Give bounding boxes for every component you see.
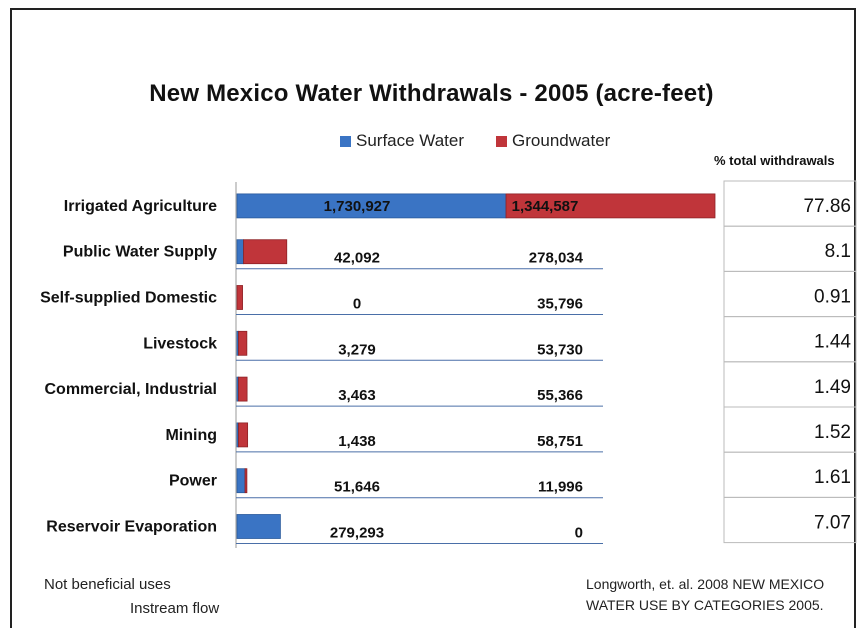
- bar-groundwater-mining: [238, 422, 249, 448]
- legend-item-surface: Surface Water: [340, 131, 464, 151]
- value-surface-public-water-supply: 42,092: [334, 250, 380, 267]
- percent-value-commercial-industrial: 1.49: [814, 377, 851, 398]
- value-groundwater-mining: 58,751: [537, 433, 583, 450]
- percent-value-mining: 1.52: [814, 422, 851, 443]
- category-label-commercial-industrial: Commercial, Industrial: [45, 381, 218, 398]
- legend-label-groundwater: Groundwater: [512, 131, 611, 150]
- slide-frame: [10, 8, 856, 628]
- legend-swatch-surface: [340, 135, 351, 147]
- category-label-power: Power: [169, 473, 217, 490]
- percent-header: % total withdrawals: [714, 153, 835, 168]
- value-surface-commercial-industrial: 3,463: [338, 387, 376, 404]
- legend-label-surface: Surface Water: [356, 131, 465, 150]
- note-not-beneficial: Not beneficial uses: [44, 576, 171, 593]
- value-surface-power: 51,646: [334, 479, 380, 496]
- percent-value-livestock: 1.44: [814, 332, 851, 353]
- category-label-self-supplied-domestic: Self-supplied Domestic: [40, 290, 217, 307]
- percent-value-irrigated-agriculture: 77.86: [803, 196, 851, 217]
- bar-groundwater-power: [244, 468, 248, 494]
- category-label-mining: Mining: [165, 427, 217, 444]
- bar-surface-irrigated-agriculture: [236, 193, 507, 219]
- value-surface-livestock: 3,279: [338, 341, 376, 358]
- source-line-2: WATER USE BY CATEGORIES 2005.: [586, 597, 824, 613]
- value-groundwater-public-water-supply: 278,034: [529, 250, 584, 267]
- bar-surface-public-water-supply: [236, 239, 244, 265]
- value-groundwater-commercial-industrial: 55,366: [537, 387, 583, 404]
- category-label-irrigated-agriculture: Irrigated Agriculture: [64, 198, 217, 215]
- bar-groundwater-livestock: [238, 330, 248, 356]
- value-surface-reservoir-evaporation: 279,293: [330, 525, 384, 542]
- category-label-livestock: Livestock: [143, 335, 217, 352]
- bar-groundwater-commercial-industrial: [238, 376, 248, 402]
- value-groundwater-power: 11,996: [538, 479, 583, 496]
- percent-value-power: 1.61: [814, 467, 851, 488]
- percent-value-self-supplied-domestic: 0.91: [814, 286, 851, 307]
- value-groundwater-self-supplied-domestic: 35,796: [537, 296, 583, 313]
- percent-value-public-water-supply: 8.1: [825, 241, 851, 262]
- bar-surface-reservoir-evaporation: [236, 514, 281, 539]
- bar-groundwater-public-water-supply: [243, 239, 288, 265]
- percent-cell-reservoir-evaporation: [723, 496, 857, 544]
- bar-groundwater-irrigated-agriculture: [505, 193, 716, 219]
- value-surface-irrigated-agriculture: 1,730,927: [324, 198, 391, 215]
- source-citation: Longworth, et. al. 2008 NEW MEXICO WATER…: [586, 574, 856, 616]
- bar-surface-power: [236, 468, 246, 494]
- value-surface-mining: 1,438: [338, 433, 376, 450]
- value-groundwater-livestock: 53,730: [537, 341, 583, 358]
- value-groundwater-reservoir-evaporation: 0: [575, 525, 583, 542]
- category-label-reservoir-evaporation: Reservoir Evaporation: [46, 519, 217, 536]
- value-groundwater-irrigated-agriculture: 1,344,587: [512, 198, 579, 215]
- source-line-1: Longworth, et. al. 2008 NEW MEXICO: [586, 576, 825, 592]
- legend-swatch-groundwater: [496, 135, 508, 147]
- legend: Surface Water Groundwater: [340, 131, 610, 151]
- value-surface-self-supplied-domestic: 0: [353, 296, 361, 313]
- chart-title: New Mexico Water Withdrawals - 2005 (acr…: [149, 80, 714, 107]
- legend-item-groundwater: Groundwater: [496, 131, 610, 151]
- bar-groundwater-self-supplied-domestic: [236, 285, 243, 310]
- note-instream-flow: Instream flow: [130, 600, 220, 617]
- category-label-public-water-supply: Public Water Supply: [63, 244, 217, 261]
- percent-value-reservoir-evaporation: 7.07: [814, 512, 851, 533]
